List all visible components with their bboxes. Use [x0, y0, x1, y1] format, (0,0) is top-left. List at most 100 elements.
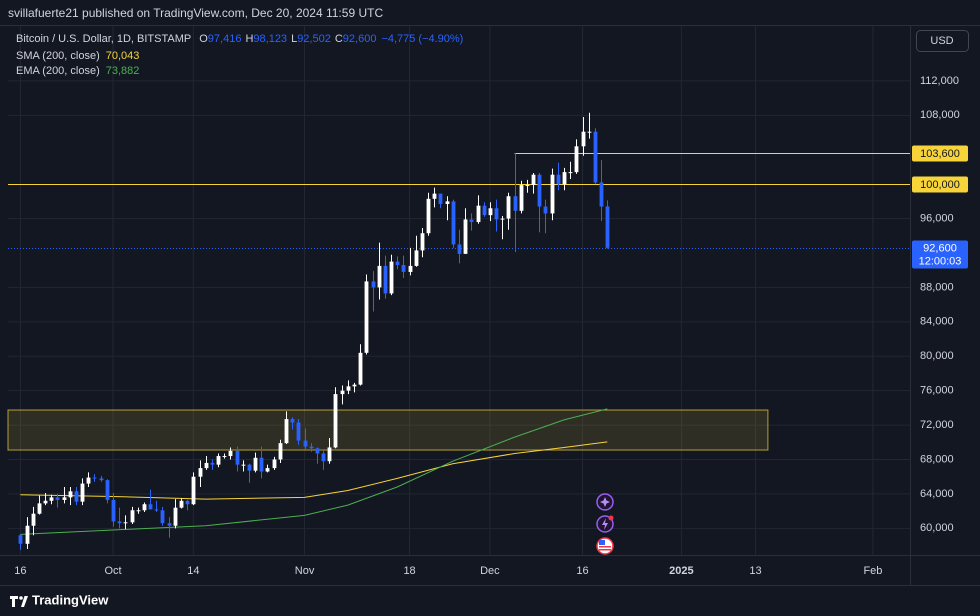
- last-price-label: 92,600: [923, 242, 957, 254]
- legend-value: 73,882: [106, 65, 140, 77]
- quote-key: H: [245, 33, 253, 45]
- logo-mark: [10, 596, 18, 607]
- candle-body: [519, 185, 524, 211]
- candle-body: [321, 453, 326, 462]
- change: −4,775: [381, 33, 415, 45]
- candle-body: [457, 244, 462, 254]
- flag-part: [599, 546, 611, 548]
- candle-body: [37, 503, 42, 514]
- header-bar: [0, 0, 980, 25]
- plot: [7, 112, 910, 550]
- candle-body: [377, 265, 382, 288]
- candle-body: [31, 513, 36, 526]
- candle-body: [574, 146, 579, 173]
- candle-body: [142, 504, 147, 511]
- y-tick-label: 68,000: [920, 453, 954, 465]
- countdown-label: 12:00:03: [919, 255, 962, 267]
- legend-name: SMA (200, close): [16, 50, 100, 62]
- x-tick-label: Nov: [295, 565, 315, 577]
- candle-body: [160, 510, 165, 524]
- candle-body: [111, 499, 116, 522]
- price-line-label-box: [912, 176, 968, 193]
- currency-box[interactable]: [916, 30, 969, 52]
- candle-body: [123, 522, 128, 524]
- x-tick-label: 16: [576, 565, 588, 577]
- candle-body: [543, 206, 548, 214]
- y-tick-label: 84,000: [920, 316, 954, 328]
- quote-key: C: [335, 33, 343, 45]
- x-tick-label: Feb: [863, 565, 882, 577]
- indicator-line: [20, 408, 608, 535]
- candle-body: [80, 483, 85, 502]
- candle-body: [494, 208, 499, 220]
- candle-body: [327, 447, 332, 462]
- candle-body: [185, 500, 190, 505]
- candle-body: [296, 422, 301, 441]
- legend-name: EMA (200, close): [16, 65, 100, 77]
- change-pct: (−4.90%): [418, 33, 463, 45]
- candle-body: [506, 196, 511, 219]
- candle-body: [179, 500, 184, 508]
- quote-value: 92,600: [343, 33, 377, 45]
- event-icons[interactable]: [596, 493, 614, 555]
- zone: [7, 409, 769, 451]
- legend: Bitcoin / U.S. Dollar, 1D, BITSTAMP O97,4…: [16, 33, 463, 77]
- candle-body: [500, 218, 505, 220]
- event-badge: [608, 515, 614, 521]
- candle-body: [333, 394, 338, 448]
- candle-body: [352, 384, 357, 387]
- candle-body: [414, 250, 419, 266]
- candle-body: [315, 448, 320, 454]
- candle-body: [599, 182, 604, 207]
- x-tick-label: 13: [749, 565, 761, 577]
- candle-body: [445, 201, 450, 204]
- legend-row: Bitcoin / U.S. Dollar, 1D, BITSTAMP O97,4…: [16, 33, 463, 45]
- candle-body: [265, 468, 270, 472]
- candle-body: [303, 440, 308, 447]
- y-tick-label: 88,000: [920, 281, 954, 293]
- y-tick-label: 96,000: [920, 212, 954, 224]
- y-tick-label: 72,000: [920, 419, 954, 431]
- candle-body: [259, 457, 264, 472]
- legend-value: 70,043: [106, 50, 140, 62]
- candle-body: [395, 261, 400, 266]
- quote-value: 98,123: [253, 33, 287, 45]
- y-tick-label: 76,000: [920, 385, 954, 397]
- candle-body: [371, 281, 376, 288]
- y-tick-label: 80,000: [920, 350, 954, 362]
- price-line-label: 100,000: [920, 179, 960, 191]
- flag-part: [599, 549, 611, 551]
- candle-body: [173, 507, 178, 526]
- candle-body: [364, 281, 369, 353]
- candle-body: [463, 219, 468, 254]
- logo-mark: [21, 596, 28, 607]
- y-tick-label: 64,000: [920, 488, 954, 500]
- candle-body: [204, 462, 209, 469]
- quote-value: 97,416: [208, 33, 242, 45]
- candle-body: [358, 352, 363, 385]
- candle-body: [191, 476, 196, 505]
- candle-body: [62, 497, 67, 500]
- candle-body: [340, 390, 345, 395]
- candle-body: [438, 193, 443, 204]
- candle-body: [241, 464, 246, 466]
- x-tick-label: 14: [187, 565, 199, 577]
- candle-body: [309, 446, 314, 449]
- indicator-line: [20, 441, 608, 500]
- quote-key: L: [291, 33, 297, 45]
- candle-body: [426, 198, 431, 234]
- candle-body: [587, 131, 592, 133]
- legend-row: EMA (200, close) 73,882: [16, 65, 139, 77]
- candle-body: [74, 491, 79, 502]
- y-tick-label: 112,000: [920, 75, 959, 87]
- footer-logo[interactable]: TradingView: [10, 592, 109, 607]
- currency[interactable]: USD: [930, 35, 953, 47]
- candle-body: [130, 510, 135, 523]
- candle-body: [18, 535, 23, 544]
- candle-body: [49, 497, 54, 501]
- candle-body: [210, 462, 215, 465]
- candle-body: [228, 450, 233, 457]
- footer-text[interactable]: TradingView: [32, 592, 109, 607]
- candle-body: [513, 196, 518, 211]
